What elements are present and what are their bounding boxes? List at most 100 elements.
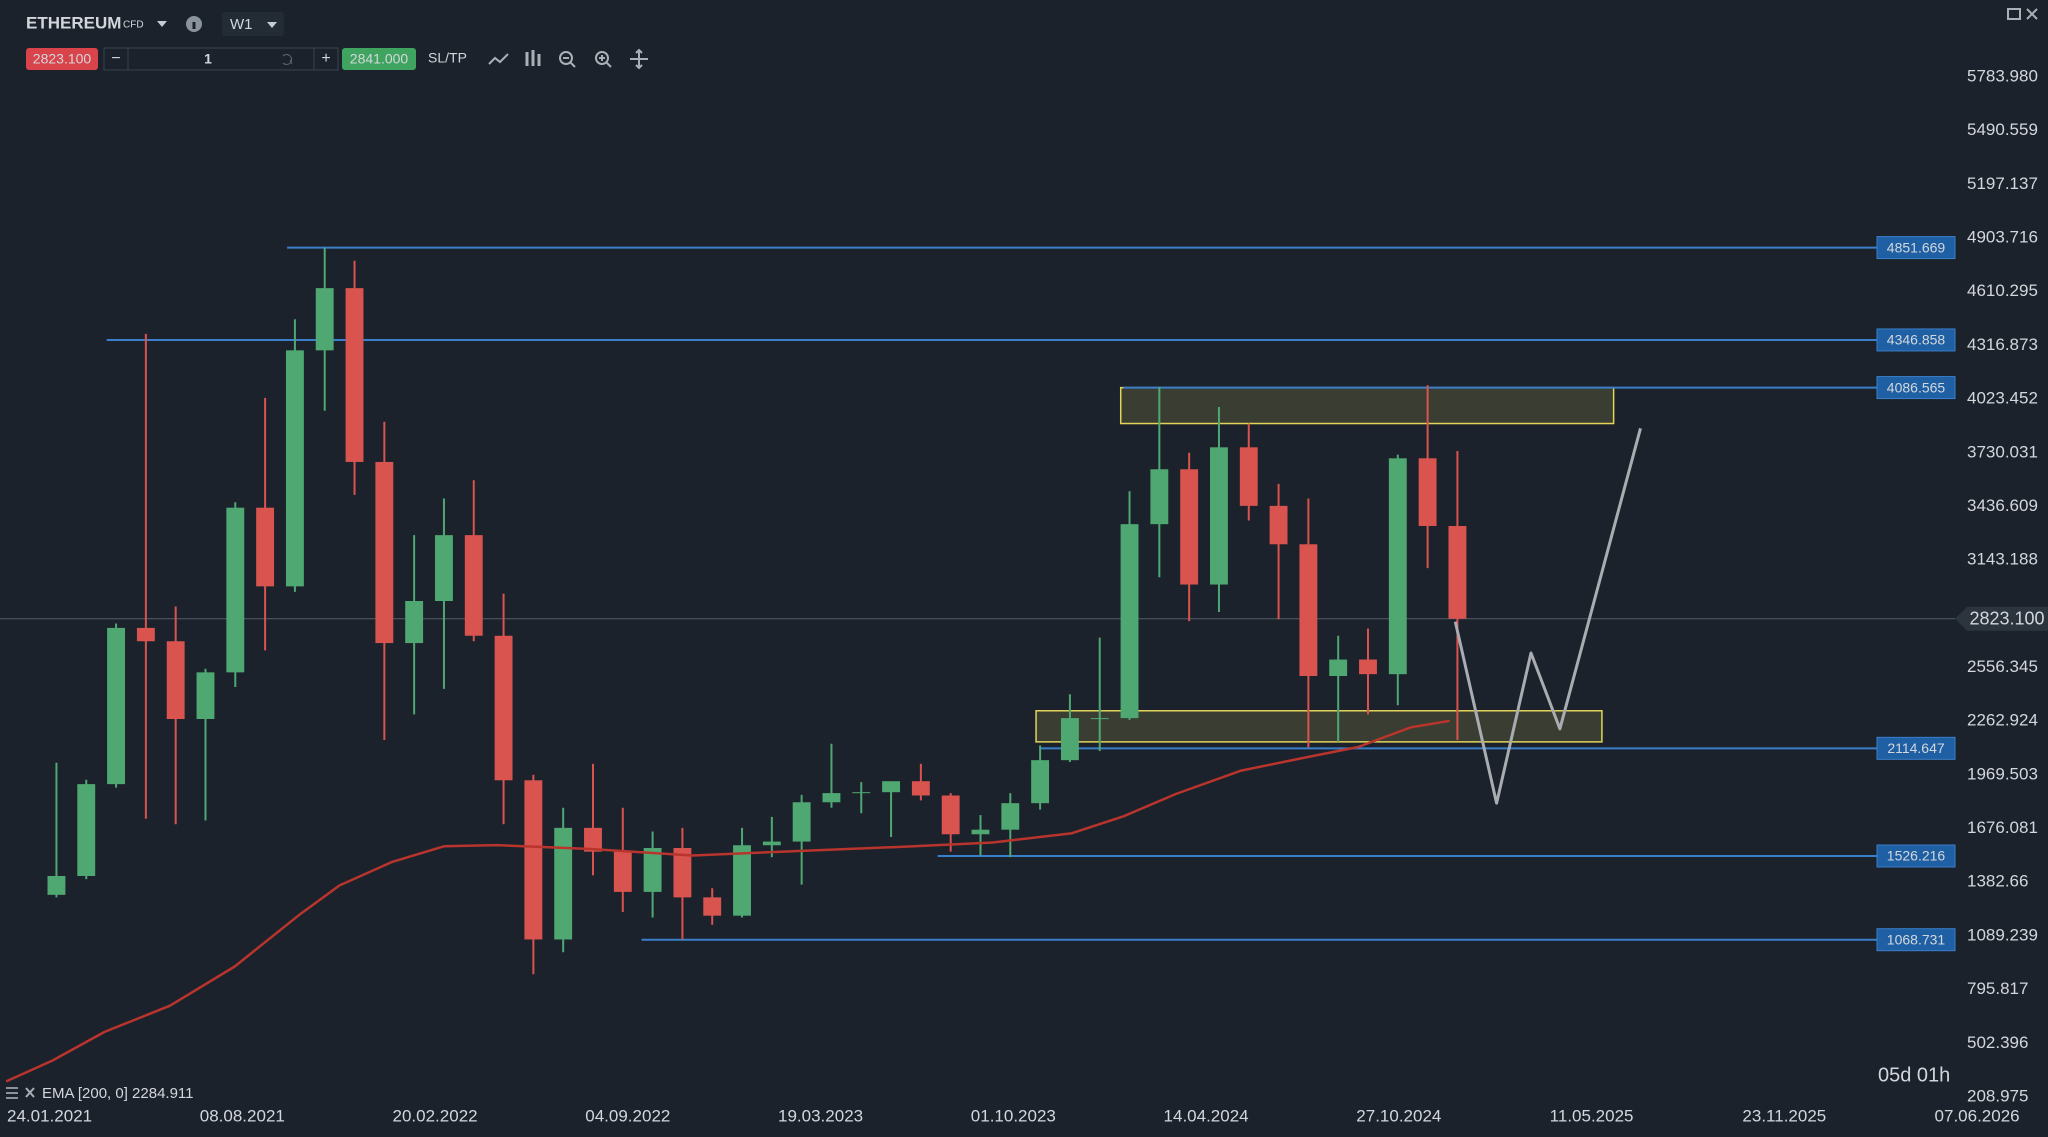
candle-body [554,827,573,940]
y-tick-label: 1676.081 [1967,818,2038,837]
close-icon[interactable] [2026,8,2038,20]
candle-body [166,641,185,720]
level-label: 4346.858 [1887,332,1946,348]
candle-body [941,795,960,835]
candle-body [911,781,930,796]
candle-body [613,851,632,892]
crosshair-icon[interactable] [630,48,648,70]
level-label: 1068.731 [1887,931,1946,947]
x-tick-label: 27.10.2024 [1356,1106,1441,1125]
candle-body [1359,659,1377,675]
plus-button[interactable] [313,47,339,71]
symbol-tag: CFD [123,20,144,31]
y-tick-label: 5783.980 [1967,66,2038,85]
sltp-button[interactable]: SL/TP [428,50,467,66]
buy-button[interactable] [342,48,416,70]
symbol[interactable]: ETHEREUM [26,13,121,32]
minus: − [111,50,120,67]
candle-body [971,829,990,835]
symbol-dropdown[interactable] [157,21,167,27]
plus: + [321,50,330,67]
y-tick-label: 1969.503 [1967,764,2038,783]
candle-body [77,784,96,876]
current-price-label: 2823.100 [1969,608,2044,628]
y-tick-label: 3730.031 [1967,442,2038,461]
candle-body [345,288,364,462]
timeframe-select[interactable] [222,12,284,36]
timeframe: W1 [230,16,253,33]
candle-body [762,841,781,846]
candle-body [703,897,722,916]
candle-body [643,847,662,892]
refresh-icon[interactable] [282,54,293,65]
x-tick-label: 23.11.2025 [1742,1106,1826,1125]
candle-body [673,847,692,898]
level-label: 4086.565 [1887,379,1946,395]
x-tick-label: 11.05.2025 [1550,1106,1634,1125]
y-tick-label: 5197.137 [1967,174,2038,193]
y-tick-label: 4610.295 [1967,281,2038,300]
level-label-box [1876,376,1956,400]
candle-body [822,793,841,803]
level-label: 1526.216 [1887,848,1946,864]
y-tick-label: 1089.239 [1967,925,2038,944]
quantity: 1 [204,51,212,67]
candle-body [733,845,751,916]
zoom-out-icon[interactable] [559,51,573,65]
y-tick-label: 208.975 [1967,1086,2028,1105]
indicator-menu-icon[interactable] [6,1087,18,1099]
candle-body [1210,447,1228,585]
y-tick-label: 4316.873 [1967,335,2038,354]
window-icon[interactable] [2007,8,2021,20]
x-tick-label: 01.10.2023 [971,1106,1056,1125]
zoom-in-icon[interactable] [595,51,609,65]
candle-body [107,627,126,785]
level-label-box [1876,844,1956,868]
level-label-box [1876,236,1956,260]
x-tick-label: 24.01.2021 [7,1106,92,1125]
candle-body [464,535,483,636]
buy-price: 2841.000 [350,51,409,67]
timeframe-dropdown [267,22,277,28]
y-tick-label: 4023.452 [1967,389,2038,408]
candle-body [435,535,453,601]
candle-body [1418,458,1437,526]
x-tick-label: 08.08.2021 [200,1106,285,1125]
candle-body [524,780,543,940]
candle-body [1120,524,1139,719]
level-label-box [1876,328,1956,352]
y-tick-label: 502.396 [1967,1033,2028,1052]
sell-price: 2823.100 [33,51,92,67]
candle-body [882,781,901,793]
candle-body [1239,447,1258,506]
quantity-field[interactable] [127,47,315,71]
candle-body [1329,659,1348,677]
candle-body [136,627,155,642]
candle-body [1060,718,1079,761]
level-label-box [1876,736,1956,760]
current-price-tag [1955,606,2048,631]
indicator-remove-icon[interactable] [25,1087,35,1098]
candle-body [584,827,602,852]
candle-body [47,875,66,895]
y-tick-label: 2556.345 [1967,657,2038,676]
zoom-in-glyph [599,55,612,68]
y-tick-label: 5490.559 [1967,120,2038,139]
info-glyph [192,22,196,29]
level-label-box [1876,928,1956,952]
line-chart-icon[interactable] [488,53,509,65]
level-label: 4851.669 [1887,239,1946,255]
sell-button[interactable] [26,48,98,70]
level-label: 2114.647 [1887,740,1945,756]
y-tick-label: 1382.66 [1967,872,2028,891]
candle-body [285,350,304,587]
candle-icon[interactable] [525,50,541,66]
candle-body [1448,525,1467,619]
countdown: 05d 01h [1878,1064,1950,1086]
ema-line [5,719,1451,1083]
x-tick-label: 20.02.2022 [393,1106,478,1125]
candle-body [1090,718,1109,720]
